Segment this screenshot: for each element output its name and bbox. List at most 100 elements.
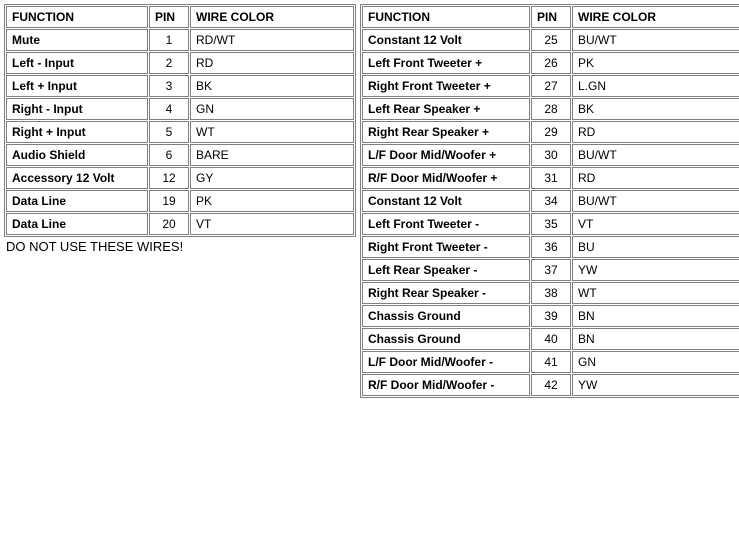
table-row: Data Line19PK xyxy=(6,190,354,212)
cell-pin: 29 xyxy=(531,121,571,143)
cell-pin: 25 xyxy=(531,29,571,51)
table-row: Constant 12 Volt25BU/WT xyxy=(362,29,739,51)
cell-function: Audio Shield xyxy=(6,144,148,166)
cell-wire-color: VT xyxy=(190,213,354,235)
cell-function: Accessory 12 Volt xyxy=(6,167,148,189)
cell-wire-color: BU/WT xyxy=(572,29,739,51)
cell-function: Left Front Tweeter + xyxy=(362,52,530,74)
table-header-row: FUNCTION PIN WIRE COLOR xyxy=(6,6,354,28)
cell-wire-color: BN xyxy=(572,305,739,327)
cell-function: Right + Input xyxy=(6,121,148,143)
cell-function: Left Rear Speaker - xyxy=(362,259,530,281)
cell-pin: 30 xyxy=(531,144,571,166)
table-row: Mute1RD/WT xyxy=(6,29,354,51)
cell-pin: 27 xyxy=(531,75,571,97)
header-function: FUNCTION xyxy=(362,6,530,28)
header-wire-color: WIRE COLOR xyxy=(572,6,739,28)
cell-pin: 39 xyxy=(531,305,571,327)
cell-function: R/F Door Mid/Woofer - xyxy=(362,374,530,396)
cell-pin: 37 xyxy=(531,259,571,281)
wire-table-right: FUNCTION PIN WIRE COLOR Constant 12 Volt… xyxy=(360,4,739,398)
cell-wire-color: BN xyxy=(572,328,739,350)
table-row: Right + Input5WT xyxy=(6,121,354,143)
left-column: FUNCTION PIN WIRE COLOR Mute1RD/WTLeft -… xyxy=(4,4,356,254)
cell-wire-color: BARE xyxy=(190,144,354,166)
table-row: Right - Input4GN xyxy=(6,98,354,120)
cell-wire-color: L.GN xyxy=(572,75,739,97)
cell-wire-color: RD xyxy=(572,167,739,189)
cell-wire-color: GN xyxy=(572,351,739,373)
table-row: Accessory 12 Volt12GY xyxy=(6,167,354,189)
cell-pin: 31 xyxy=(531,167,571,189)
cell-function: Right Rear Speaker + xyxy=(362,121,530,143)
cell-wire-color: WT xyxy=(190,121,354,143)
cell-pin: 40 xyxy=(531,328,571,350)
table-row: Right Rear Speaker -38WT xyxy=(362,282,739,304)
cell-pin: 19 xyxy=(149,190,189,212)
cell-function: Right - Input xyxy=(6,98,148,120)
cell-pin: 20 xyxy=(149,213,189,235)
header-pin: PIN xyxy=(149,6,189,28)
cell-pin: 36 xyxy=(531,236,571,258)
cell-wire-color: GN xyxy=(190,98,354,120)
cell-function: Data Line xyxy=(6,190,148,212)
cell-wire-color: RD/WT xyxy=(190,29,354,51)
table-left-body: Mute1RD/WTLeft - Input2RDLeft + Input3BK… xyxy=(6,29,354,235)
header-pin: PIN xyxy=(531,6,571,28)
cell-function: Data Line xyxy=(6,213,148,235)
cell-pin: 34 xyxy=(531,190,571,212)
cell-wire-color: PK xyxy=(190,190,354,212)
cell-function: L/F Door Mid/Woofer - xyxy=(362,351,530,373)
cell-wire-color: WT xyxy=(572,282,739,304)
cell-wire-color: VT xyxy=(572,213,739,235)
cell-function: Left - Input xyxy=(6,52,148,74)
table-right-body: Constant 12 Volt25BU/WTLeft Front Tweete… xyxy=(362,29,739,396)
cell-pin: 6 xyxy=(149,144,189,166)
header-wire-color: WIRE COLOR xyxy=(190,6,354,28)
cell-wire-color: BK xyxy=(572,98,739,120)
table-row: Audio Shield6BARE xyxy=(6,144,354,166)
cell-pin: 41 xyxy=(531,351,571,373)
warning-text: DO NOT USE THESE WIRES! xyxy=(4,237,356,254)
cell-pin: 3 xyxy=(149,75,189,97)
cell-pin: 42 xyxy=(531,374,571,396)
cell-function: Left + Input xyxy=(6,75,148,97)
cell-wire-color: BU xyxy=(572,236,739,258)
header-function: FUNCTION xyxy=(6,6,148,28)
cell-pin: 1 xyxy=(149,29,189,51)
table-row: R/F Door Mid/Woofer +31RD xyxy=(362,167,739,189)
cell-wire-color: RD xyxy=(190,52,354,74)
table-row: L/F Door Mid/Woofer -41GN xyxy=(362,351,739,373)
cell-wire-color: RD xyxy=(572,121,739,143)
tables-container: FUNCTION PIN WIRE COLOR Mute1RD/WTLeft -… xyxy=(4,4,739,398)
cell-wire-color: BU/WT xyxy=(572,190,739,212)
cell-pin: 5 xyxy=(149,121,189,143)
table-row: Left Front Tweeter -35VT xyxy=(362,213,739,235)
cell-wire-color: GY xyxy=(190,167,354,189)
cell-function: Constant 12 Volt xyxy=(362,190,530,212)
cell-function: Right Front Tweeter + xyxy=(362,75,530,97)
cell-pin: 35 xyxy=(531,213,571,235)
cell-function: Chassis Ground xyxy=(362,328,530,350)
cell-pin: 38 xyxy=(531,282,571,304)
table-row: Left - Input2RD xyxy=(6,52,354,74)
table-row: Left + Input3BK xyxy=(6,75,354,97)
cell-function: Constant 12 Volt xyxy=(362,29,530,51)
table-row: Left Front Tweeter +26PK xyxy=(362,52,739,74)
table-row: Left Rear Speaker -37YW xyxy=(362,259,739,281)
table-row: Right Rear Speaker +29RD xyxy=(362,121,739,143)
cell-function: Left Front Tweeter - xyxy=(362,213,530,235)
table-row: Chassis Ground39BN xyxy=(362,305,739,327)
table-row: L/F Door Mid/Woofer +30BU/WT xyxy=(362,144,739,166)
cell-wire-color: PK xyxy=(572,52,739,74)
cell-pin: 2 xyxy=(149,52,189,74)
table-row: Left Rear Speaker +28BK xyxy=(362,98,739,120)
table-row: R/F Door Mid/Woofer -42YW xyxy=(362,374,739,396)
cell-function: Left Rear Speaker + xyxy=(362,98,530,120)
cell-pin: 26 xyxy=(531,52,571,74)
cell-wire-color: BK xyxy=(190,75,354,97)
cell-function: Mute xyxy=(6,29,148,51)
cell-pin: 28 xyxy=(531,98,571,120)
cell-pin: 12 xyxy=(149,167,189,189)
cell-function: Chassis Ground xyxy=(362,305,530,327)
